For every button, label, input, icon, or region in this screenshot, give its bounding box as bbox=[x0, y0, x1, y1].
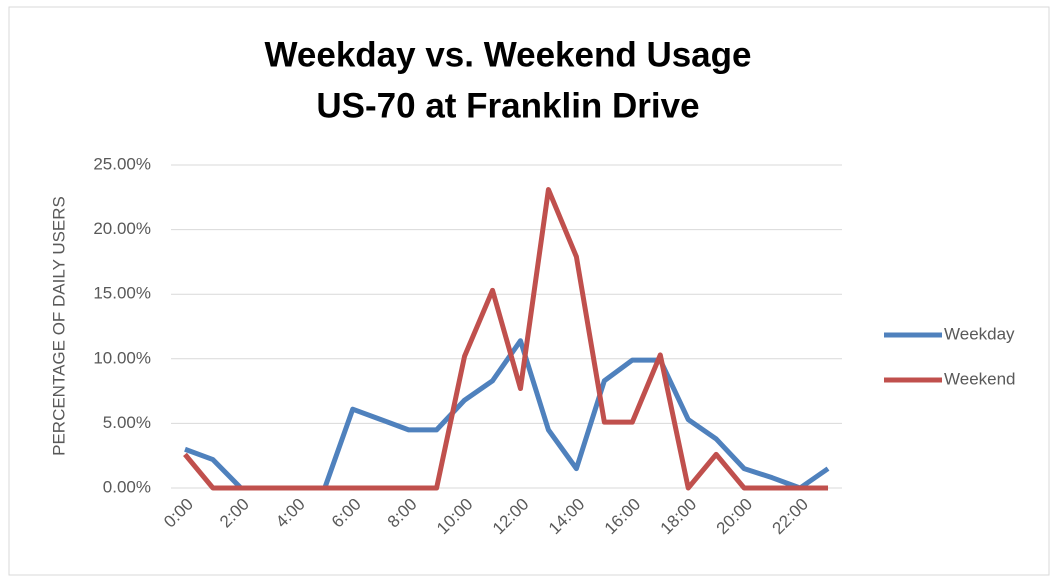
legend-label: Weekend bbox=[944, 369, 1016, 388]
y-tick-label: 0.00% bbox=[103, 477, 151, 496]
chart-border bbox=[8, 6, 1050, 576]
y-tick-label: 15.00% bbox=[93, 284, 151, 303]
series-line bbox=[183, 187, 829, 491]
legend-label: Weekday bbox=[944, 324, 1015, 343]
y-tick-label: 10.00% bbox=[93, 348, 151, 367]
chart-title: US-70 at Franklin Drive bbox=[316, 86, 699, 125]
y-tick-label: 25.00% bbox=[93, 154, 151, 173]
y-tick-label: 20.00% bbox=[93, 219, 151, 238]
y-tick-label: 5.00% bbox=[103, 413, 151, 432]
chart-title: Weekday vs. Weekend Usage bbox=[264, 35, 751, 74]
y-axis-label: PERCENTAGE OF DAILY USERS bbox=[49, 196, 68, 456]
